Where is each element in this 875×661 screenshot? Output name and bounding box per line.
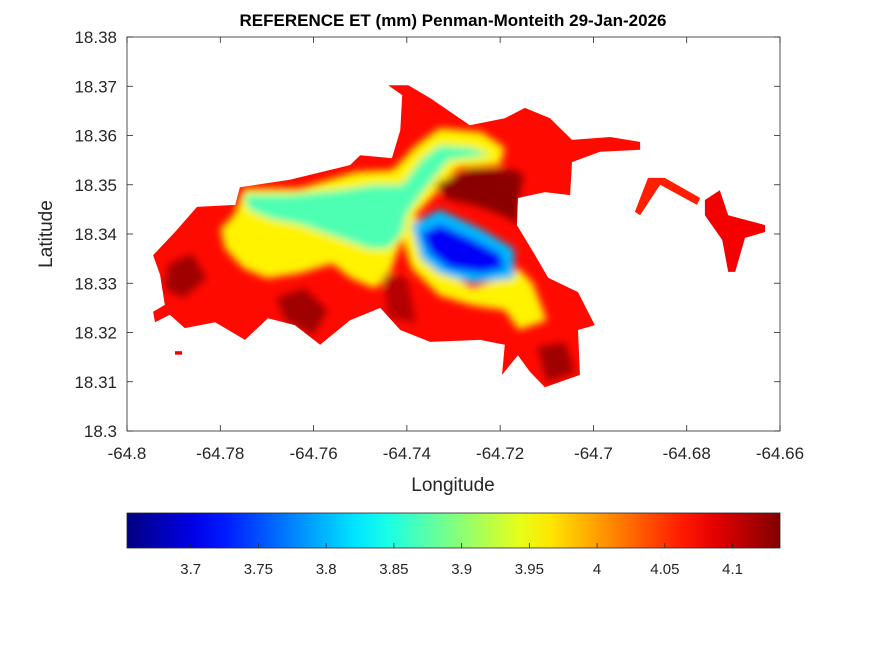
colorbar-ticks: 3.7 3.75 3.8 3.85 3.9 3.95 4 4.05 4.1 (180, 543, 743, 578)
colorbar-tick-label: 3.7 (180, 561, 201, 578)
region-islet-west (175, 351, 182, 355)
x-tick-label: -64.68 (663, 444, 711, 463)
x-tick-label: -64.76 (289, 444, 337, 463)
colorbar (126, 512, 781, 549)
y-tick-label: 18.36 (74, 127, 117, 146)
y-tick-label: 18.38 (74, 28, 117, 47)
x-axis-label: Longitude (411, 475, 494, 496)
y-tick-label: 18.34 (74, 225, 117, 244)
colorbar-tick-label: 3.95 (515, 561, 544, 578)
y-tick-label: 18.3 (84, 422, 117, 441)
region-high-darkred-north (434, 168, 524, 225)
colorbar-tick-label: 4 (593, 561, 601, 578)
x-tick-label: -64.7 (574, 444, 613, 463)
colorbar-tick-label: 3.8 (316, 561, 337, 578)
y-axis: 18.3 18.31 18.32 18.33 18.34 18.35 18.36 18.37 1… (74, 28, 780, 441)
contour-map (153, 85, 766, 388)
region-band-cyan (243, 145, 491, 249)
colorbar-tick-label: 3.75 (244, 561, 273, 578)
x-tick-label: -64.66 (756, 444, 804, 463)
region-high-darkred-southwest (276, 288, 328, 335)
contour-bands (164, 128, 575, 382)
region-island-east (704, 190, 766, 272)
x-tick-label: -64.74 (383, 444, 431, 463)
y-axis-label: Latitude (36, 200, 57, 268)
x-axis: -64.8 -64.78 -64.76 -64.74 -64.72 -64.7 -64.68… (108, 37, 804, 463)
region-island-strip (634, 177, 701, 216)
colorbar-tick-label: 4.1 (722, 561, 743, 578)
x-tick-label: -64.72 (476, 444, 524, 463)
chart-title: REFERENCE ET (mm) Penman-Monteith 29-Jan… (240, 11, 667, 30)
y-tick-label: 18.33 (74, 274, 117, 293)
region-high-darkred-west (164, 253, 207, 298)
colorbar-tick-label: 3.9 (451, 561, 472, 578)
y-tick-label: 18.37 (74, 77, 117, 96)
colorbar-tick-label: 3.85 (379, 561, 408, 578)
x-tick-label: -64.78 (196, 444, 244, 463)
x-tick-label: -64.8 (108, 444, 147, 463)
y-tick-label: 18.31 (74, 373, 117, 392)
region-high-darkred-south (537, 342, 575, 382)
colorbar-tick-label: 4.05 (650, 561, 679, 578)
y-tick-label: 18.32 (74, 324, 117, 343)
region-core-blue (420, 224, 505, 274)
y-tick-label: 18.35 (74, 176, 117, 195)
region-high-darkred-center (383, 273, 417, 323)
